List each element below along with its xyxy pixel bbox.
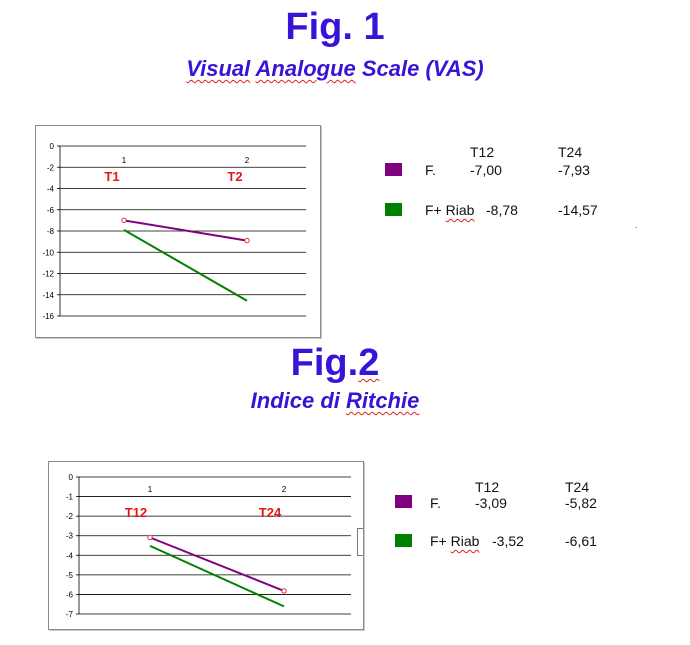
fig2-legend-label-f: F. <box>430 495 441 511</box>
fig1-series-1-line <box>123 229 248 302</box>
fig2-subtitle-part2: Ritchie <box>346 388 420 413</box>
fig2-chart: 0 -1 -2 -3 -4 -5 -6 -7 1 2 T12 T24 <box>48 461 364 630</box>
fig2-y-tick-label-3: -3 <box>66 532 74 541</box>
fig1-series-0-line <box>123 219 248 242</box>
fig1-subtitle-word2: Analogue <box>255 56 356 81</box>
fig1-y-tick-label-4: -8 <box>47 227 55 236</box>
fig2-legend-label-f-riab: F+ Riab <box>430 533 479 549</box>
fig2-series-1-line <box>149 544 285 608</box>
fig1-y-tick-label-0: 0 <box>50 142 55 151</box>
fig1-series-0-point-1 <box>244 237 250 244</box>
fig2-chart-svg: 0 -1 -2 -3 -4 -5 -6 -7 1 2 T12 T24 <box>66 473 351 619</box>
fig1-y-tick-label-8: -16 <box>42 312 54 321</box>
fig2-annotation-1: T24 <box>259 505 282 520</box>
fig2-y-tick-label-1: -1 <box>66 493 74 502</box>
fig1-y-tick-label-5: -10 <box>42 248 54 257</box>
fig1-legend: T12 T24 F. -7,00 -7,93 F+ Riab -8,78 -14… <box>385 140 665 240</box>
fig2-series-0-point-1 <box>281 588 287 594</box>
fig2-title-part2: 2 <box>358 342 380 384</box>
fig2-title: Fig.2 <box>0 342 670 385</box>
fig2-y-tick-label-6: -6 <box>66 590 74 599</box>
fig1-chart-svg: 0 -2 -4 -6 -8 -10 -12 -14 -16 1 2 T1 T2 <box>42 142 306 321</box>
fig2-subtitle: Indice di Ritchie <box>0 388 670 414</box>
fig2-x-tick-label-1: 2 <box>282 485 287 494</box>
fig2-legend-value-f-riab-t24: -6,61 <box>565 533 597 549</box>
fig1-x-tick-label-1: 2 <box>245 156 250 165</box>
fig1-legend-header-t24: T24 <box>558 144 583 160</box>
fig2-legend-value-f-t12: -3,09 <box>475 495 507 511</box>
fig1-subtitle: Visual Analogue Scale (VAS) <box>0 56 670 82</box>
fig1-chart: 0 -2 -4 -6 -8 -10 -12 -14 -16 1 2 T1 T2 <box>35 125 321 338</box>
fig2-y-tick-label-5: -5 <box>66 571 74 580</box>
fig1-legend-value-f-riab-t12: -8,78 <box>486 202 518 218</box>
fig2-y-tick-label-7: -7 <box>66 610 74 619</box>
fig1-subtitle-word1: Visual <box>186 56 251 81</box>
fig1-subtitle-rest: Scale (VAS) <box>355 56 484 81</box>
fig1-legend-header-t12: T12 <box>470 144 495 160</box>
fig2-x-tick-label-0: 1 <box>148 485 153 494</box>
fig1-legend-label-f-riab-prefix: F+ <box>425 202 446 218</box>
fig1-legend-label-f-riab: F+ Riab <box>425 202 474 218</box>
fig2-legend: T12 T24 F. -3,09 -5,82 F+ Riab -3,52 -6,… <box>395 475 675 575</box>
fig1-legend-swatch-f <box>385 163 402 176</box>
fig1-y-tick-label-2: -4 <box>47 185 55 194</box>
fig2-legend-swatch-f-riab <box>395 534 412 547</box>
fig2-series-0-point-0 <box>147 534 153 541</box>
fig2-subtitle-part1: Indice di <box>250 388 346 413</box>
fig1-legend-value-f-t12: -7,00 <box>470 162 502 178</box>
fig1-annotation-1: T2 <box>227 169 242 184</box>
fig2-y-tick-label-2: -2 <box>66 512 74 521</box>
fig2-legend-header-t24: T24 <box>565 479 590 495</box>
fig1-y-tick-label-7: -14 <box>42 291 54 300</box>
fig2-annotation-0: T12 <box>125 505 147 520</box>
fig2-title-part1: Fig. <box>290 342 359 384</box>
fig1-y-tick-label-6: -12 <box>42 270 54 279</box>
fig1-legend-value-f-t24: -7,93 <box>558 162 590 178</box>
fig2-series-0-line <box>149 536 285 592</box>
fig2-chart-bracket <box>357 528 363 556</box>
fig2-legend-swatch-f <box>395 495 412 508</box>
fig1-x-tick-label-0: 1 <box>122 156 127 165</box>
fig2-legend-label-f-riab-prefix: F+ <box>430 533 451 549</box>
fig1-legend-swatch-f-riab <box>385 203 402 216</box>
fig2-legend-value-f-t24: -5,82 <box>565 495 597 511</box>
fig1-series-0-point-0 <box>121 217 127 224</box>
fig1-legend-label-f: F. <box>425 162 436 178</box>
fig2-legend-label-f-riab-word: Riab <box>450 533 480 549</box>
fig1-legend-value-f-riab-t24: -14,57 <box>558 202 598 218</box>
fig2-legend-value-f-riab-t12: -3,52 <box>492 533 524 549</box>
fig1-title: Fig. 1 <box>285 6 385 48</box>
fig2-legend-header-t12: T12 <box>475 479 500 495</box>
fig2-y-tick-label-0: 0 <box>69 473 74 482</box>
fig1-legend-label-f-riab-word: Riab <box>445 202 475 218</box>
fig1-y-tick-label-1: -2 <box>47 163 55 172</box>
fig1-annotation-0: T1 <box>104 169 119 184</box>
fig1-y-tick-label-3: -6 <box>47 206 55 215</box>
fig2-y-tick-label-4: -4 <box>66 551 74 560</box>
fig1-legend-stray-dot: . <box>635 220 638 230</box>
